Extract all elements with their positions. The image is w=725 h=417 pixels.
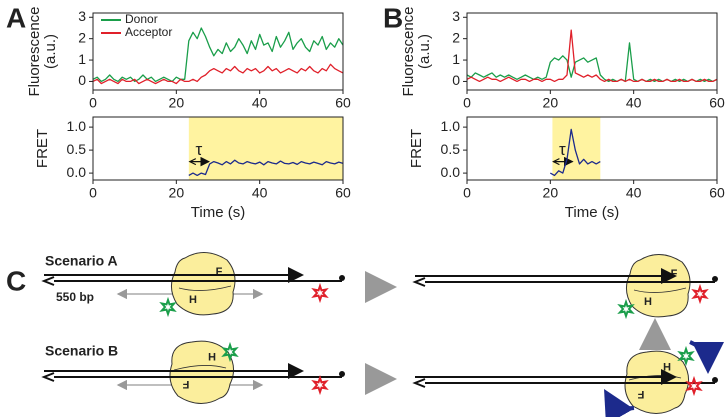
x-tick-label: 40: [252, 95, 268, 111]
y-tick-label: 0: [78, 72, 86, 88]
y-tick-label: 3: [452, 8, 460, 24]
domain-label: H: [644, 296, 652, 308]
helicase-cleft: [628, 375, 682, 381]
dna-end: [339, 371, 345, 377]
shaded-region: [188, 117, 343, 180]
tau-arrow-head: [188, 158, 197, 166]
x-tick-label: 40: [252, 185, 268, 201]
plot-frame: [92, 12, 344, 91]
y-tick-label: 2: [452, 29, 460, 45]
legend-label: Acceptor: [125, 25, 172, 39]
y-tick-label: 0.5: [441, 141, 461, 157]
domain-label: F: [182, 378, 189, 390]
y-tick-label: 0.0: [67, 164, 87, 180]
series-line: [188, 159, 344, 177]
domain-label: F: [216, 266, 223, 278]
y-axis-label: FRET: [408, 129, 425, 168]
x-tick-label: 20: [169, 95, 185, 111]
scenario-label: Scenario A: [45, 253, 118, 269]
domain-label: H: [189, 294, 197, 306]
x-tick-label: 40: [626, 185, 642, 201]
x-tick-label: 0: [89, 185, 97, 201]
helicase-body: [626, 254, 691, 318]
x-axis-label: Time (s): [191, 204, 245, 221]
panel-label: A: [6, 2, 26, 33]
y-tick-label: 1.0: [441, 118, 461, 134]
y-tick-label: 0.5: [67, 141, 87, 157]
fluorophore: [691, 283, 709, 305]
y-tick-label: 3: [78, 8, 86, 24]
x-tick-label: 60: [335, 95, 351, 111]
x-tick-label: 20: [543, 185, 559, 201]
fluorophore: [617, 298, 635, 320]
x-tick-label: 0: [89, 95, 97, 111]
scenario-label: Scenario B: [45, 343, 118, 359]
fluorophore: [311, 282, 329, 304]
x-tick-label: 0: [463, 185, 471, 201]
dna-arrow-head: [412, 378, 426, 388]
domain-label: H: [208, 350, 216, 362]
annotation: τ: [195, 140, 202, 159]
helicase: FH: [626, 254, 691, 318]
y-tick-label: 1.0: [67, 118, 87, 134]
helicase-body: [171, 252, 236, 316]
y-axis-label: Fluorescence: [26, 6, 43, 96]
fluorophore: [159, 296, 177, 318]
y-axis-label: Fluorescence: [400, 6, 417, 96]
series-line: [466, 29, 718, 83]
y-tick-label: 0: [452, 72, 460, 88]
series-line: [466, 42, 718, 83]
legend-label: Donor: [125, 12, 158, 26]
fluorophore: [685, 375, 703, 397]
annotation: τ: [559, 140, 566, 159]
x-tick-label: 20: [543, 95, 559, 111]
helicase-cleft: [633, 287, 687, 293]
fluorophore: [221, 341, 239, 363]
helicase-cleft: [178, 285, 232, 291]
helicase-cleft: [173, 365, 227, 371]
helicase-body: [169, 340, 234, 404]
dna-arrow-head: [412, 277, 426, 287]
y-tick-label: 1: [452, 51, 460, 67]
fluorophore: [311, 374, 329, 396]
dna-arrow-head: [41, 372, 55, 382]
domain-label: F: [637, 388, 644, 400]
dna-end: [339, 275, 345, 281]
domain-label: H: [663, 360, 671, 372]
y-tick-label: 0.0: [441, 164, 461, 180]
x-tick-label: 20: [169, 185, 185, 201]
x-tick-label: 60: [335, 185, 351, 201]
panel-label: C: [6, 265, 26, 296]
helicase: FH: [171, 252, 236, 316]
length-label: 550 bp: [56, 290, 94, 304]
dna-end: [712, 276, 718, 282]
series-line: [92, 63, 344, 85]
plot-frame: [92, 116, 344, 181]
y-axis-label: (a.u.): [42, 34, 59, 69]
rotation-arrow: [689, 340, 724, 374]
helicase: FH: [169, 340, 234, 404]
x-axis-label: Time (s): [565, 204, 619, 221]
dna-arrow-head: [41, 276, 55, 286]
dna-end: [712, 377, 718, 383]
tau-arrow-head: [552, 158, 560, 166]
x-tick-label: 40: [626, 95, 642, 111]
plot-frame: [466, 116, 718, 181]
domain-label: F: [671, 268, 678, 280]
y-tick-label: 1: [78, 51, 86, 67]
series-line: [92, 27, 344, 83]
x-tick-label: 60: [709, 185, 725, 201]
y-tick-label: 2: [78, 29, 86, 45]
shaded-region: [552, 117, 601, 180]
series-line: [549, 128, 601, 177]
y-axis-label: (a.u.): [416, 34, 433, 69]
plot-frame: [466, 12, 718, 91]
x-tick-label: 60: [709, 95, 725, 111]
y-axis-label: FRET: [34, 129, 51, 168]
rotation-arrow: [604, 389, 635, 417]
x-tick-label: 0: [463, 95, 471, 111]
panel-label: B: [383, 2, 403, 33]
